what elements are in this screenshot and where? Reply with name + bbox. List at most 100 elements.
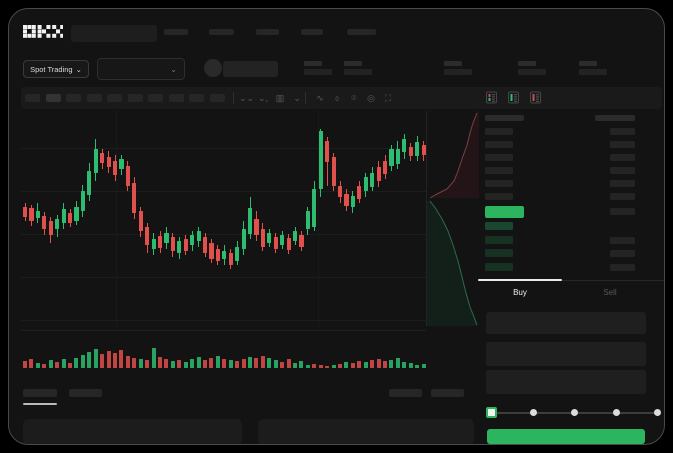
fullscreen-icon[interactable]: ⛶ bbox=[384, 93, 392, 103]
ask-row-size[interactable] bbox=[610, 154, 635, 161]
ask-row[interactable] bbox=[485, 193, 513, 200]
nav-item-2[interactable] bbox=[209, 29, 234, 35]
candle-body bbox=[74, 207, 79, 221]
book-split-icon[interactable] bbox=[486, 91, 497, 104]
bottom-link-2[interactable] bbox=[431, 389, 464, 397]
gridline bbox=[318, 111, 319, 328]
candle-body bbox=[228, 253, 233, 265]
volume-bar bbox=[363, 362, 368, 368]
last-price-indicator[interactable] bbox=[485, 206, 524, 218]
ask-row[interactable] bbox=[485, 167, 513, 174]
timeframe-button-10[interactable] bbox=[209, 94, 225, 102]
pattern-icon[interactable]: ⌄⌄ bbox=[239, 93, 255, 103]
bottom-tab-history[interactable] bbox=[69, 389, 102, 397]
volume-bar bbox=[29, 359, 34, 368]
candle-body bbox=[415, 142, 420, 156]
volume-bar bbox=[254, 358, 259, 368]
volume-bar bbox=[132, 358, 137, 368]
indicators-dropdown-icon[interactable]: ⌄ bbox=[293, 93, 301, 103]
ask-row[interactable] bbox=[485, 180, 513, 187]
book-sells-icon[interactable] bbox=[530, 91, 541, 104]
volume-bar bbox=[164, 359, 169, 368]
timeframe-button-9[interactable] bbox=[189, 94, 204, 102]
candle-body bbox=[267, 233, 272, 243]
bottom-link-1[interactable] bbox=[389, 389, 422, 397]
timeframe-button-5[interactable] bbox=[107, 94, 122, 102]
nav-item-5[interactable] bbox=[347, 29, 376, 35]
candlestick-chart[interactable] bbox=[21, 111, 426, 328]
ask-row-size[interactable] bbox=[610, 141, 635, 148]
bid-row[interactable] bbox=[485, 235, 513, 244]
bid-row[interactable] bbox=[485, 262, 513, 271]
volume-bar bbox=[338, 364, 342, 368]
slider-stop-100pct[interactable] bbox=[654, 409, 661, 416]
candle-body bbox=[248, 208, 253, 234]
camera-icon[interactable]: ⌾ bbox=[351, 93, 357, 103]
ask-row-size[interactable] bbox=[610, 180, 635, 187]
ask-row[interactable] bbox=[485, 154, 513, 161]
price-field[interactable] bbox=[486, 312, 646, 334]
ask-row-size[interactable] bbox=[610, 128, 635, 135]
candle-body bbox=[170, 237, 176, 251]
volume-bar bbox=[209, 358, 214, 368]
candle-body bbox=[29, 208, 34, 221]
candle-body bbox=[35, 211, 41, 218]
toolbar-divider bbox=[305, 92, 306, 104]
volume-bar bbox=[395, 358, 400, 368]
bottom-tab-orders[interactable] bbox=[23, 389, 57, 397]
volume-bar bbox=[402, 362, 407, 368]
slider-stop-50pct[interactable] bbox=[571, 409, 578, 416]
submit-buy-button[interactable] bbox=[487, 429, 645, 444]
gridline bbox=[21, 277, 426, 278]
candle-body bbox=[119, 159, 124, 169]
market-type-button[interactable]: Spot Trading ⌄ bbox=[23, 60, 89, 78]
ask-row[interactable] bbox=[485, 128, 513, 135]
volume-bar bbox=[293, 363, 297, 368]
candle-body bbox=[80, 191, 86, 211]
slider-handle[interactable] bbox=[486, 407, 497, 418]
book-buys-icon[interactable] bbox=[508, 91, 519, 104]
candle-type-icon[interactable]: ▥ bbox=[275, 93, 285, 103]
nav-item-1[interactable] bbox=[164, 29, 188, 35]
bid-row[interactable] bbox=[485, 249, 513, 257]
ask-row[interactable] bbox=[485, 141, 513, 148]
bid-row-size[interactable] bbox=[610, 236, 635, 244]
slider-stop-25pct[interactable] bbox=[529, 409, 537, 416]
orderbook-header-right bbox=[595, 115, 635, 121]
line-tool-icon[interactable]: ∿ bbox=[316, 93, 324, 103]
amount-field[interactable] bbox=[486, 342, 646, 366]
interval-dropdown-icon[interactable]: ⌄, bbox=[257, 93, 269, 103]
volume-bar bbox=[215, 356, 220, 368]
candle-body bbox=[254, 219, 259, 235]
volume-bar bbox=[325, 366, 330, 368]
okx-logo bbox=[23, 25, 63, 39]
tab-buy[interactable]: Buy bbox=[513, 287, 527, 297]
nav-item-4[interactable] bbox=[301, 29, 323, 35]
timeframe-button-7[interactable] bbox=[148, 94, 163, 102]
candle-body bbox=[55, 219, 60, 229]
volume-bar bbox=[158, 357, 162, 368]
bid-row-size[interactable] bbox=[610, 263, 635, 271]
timeframe-button-4[interactable] bbox=[86, 94, 102, 102]
timeframe-button-8[interactable] bbox=[168, 94, 184, 102]
draw-tool-icon[interactable]: ⬨ bbox=[334, 93, 340, 103]
circle-tool-icon[interactable]: ◎ bbox=[367, 93, 375, 103]
nav-item-3[interactable] bbox=[256, 29, 279, 35]
candle-body bbox=[260, 229, 266, 247]
timeframe-button-2[interactable] bbox=[45, 94, 61, 102]
timeframe-button-1[interactable] bbox=[25, 94, 40, 102]
bid-row-size[interactable] bbox=[610, 250, 635, 257]
slider-stop-75pct[interactable] bbox=[612, 409, 620, 416]
volume-bar bbox=[119, 350, 124, 368]
pair-select-dropdown[interactable]: ⌄ bbox=[97, 58, 185, 80]
search-input[interactable] bbox=[71, 25, 157, 42]
total-field[interactable] bbox=[486, 370, 646, 394]
ask-row-size[interactable] bbox=[610, 167, 635, 174]
tab-sell[interactable]: Sell bbox=[603, 287, 617, 297]
timeframe-button-6[interactable] bbox=[127, 94, 143, 102]
volume-bar bbox=[299, 361, 304, 368]
candle-body bbox=[106, 157, 111, 167]
timeframe-button-3[interactable] bbox=[66, 94, 81, 102]
bid-row[interactable] bbox=[485, 222, 513, 230]
ask-row-size[interactable] bbox=[610, 193, 635, 200]
